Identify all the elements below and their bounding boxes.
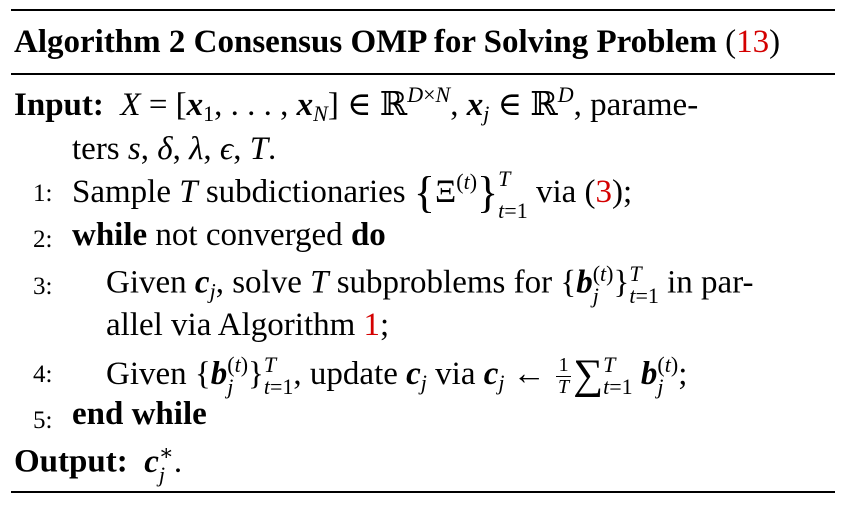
top-rule	[11, 9, 835, 11]
output-math: c ∗ j.	[144, 440, 183, 487]
problem-ref-link[interactable]: (13)	[725, 24, 781, 60]
output-line: Output: c ∗ j.	[14, 442, 182, 486]
input-line-1: Input: X = [x1, . . . , xN] ∈ ℝD×N, xj ∈…	[14, 82, 699, 126]
step-number-1: 1:	[33, 180, 53, 207]
output-label: Output:	[14, 443, 128, 480]
step-number-5: 5:	[33, 407, 53, 434]
step-2: while not converged do	[72, 219, 386, 252]
input-label: Input:	[14, 87, 104, 123]
input-line-2: ters s, δ, λ, ϵ, T.	[72, 131, 277, 167]
algorithm-title: Algorithm 2 Consensus OMP for Solving Pr…	[14, 26, 780, 59]
ref-algorithm-1[interactable]: 1	[363, 307, 381, 343]
bottom-rule	[11, 491, 835, 493]
algorithm-number: Algorithm 2	[14, 24, 186, 60]
step-number-3: 3:	[33, 273, 53, 300]
step-number-2: 2:	[33, 226, 53, 253]
title-rule	[11, 73, 835, 75]
step-5: end while	[72, 398, 207, 431]
step-3-line-a: Given cj, solve T subproblems for {b (t) j…	[106, 261, 754, 308]
step-number-4: 4:	[33, 361, 53, 388]
algorithm-title-text: Consensus OMP for Solving Problem	[193, 24, 717, 60]
input-param-text: parame-	[590, 87, 699, 123]
kw-while: while	[72, 217, 148, 253]
step-3-line-b: allel via Algorithm 1;	[106, 307, 390, 343]
input-math: X = [x1, . . . , xN] ∈ ℝD×N, xj ∈ ℝD,	[120, 82, 582, 126]
kw-do: do	[350, 217, 386, 253]
kw-end-while: end while	[72, 396, 207, 432]
step-2-text: not converged	[155, 217, 343, 253]
ref-eq-3[interactable]: 3	[595, 174, 613, 210]
